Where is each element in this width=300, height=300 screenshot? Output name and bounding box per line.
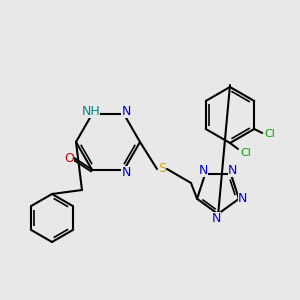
Text: NH: NH (82, 105, 100, 118)
Text: N: N (228, 164, 238, 177)
Text: N: N (211, 212, 221, 224)
Text: O: O (64, 152, 74, 164)
Text: N: N (121, 105, 131, 118)
Text: N: N (121, 166, 131, 179)
Text: N: N (238, 192, 248, 205)
Text: Cl: Cl (265, 129, 276, 139)
Text: Cl: Cl (241, 148, 251, 158)
Text: N: N (198, 164, 208, 177)
Text: S: S (158, 163, 166, 176)
